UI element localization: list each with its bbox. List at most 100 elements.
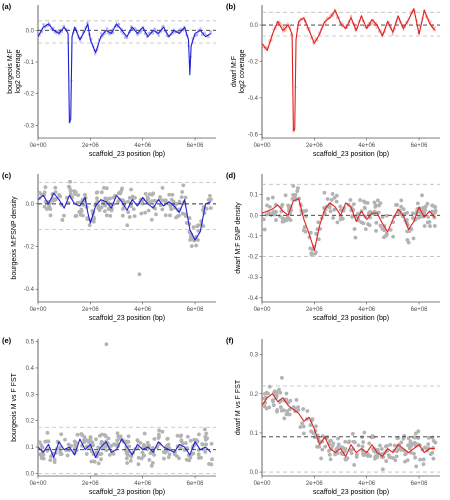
scatter-point bbox=[303, 229, 308, 234]
scatter-point bbox=[126, 439, 131, 444]
scatter-point bbox=[52, 460, 57, 465]
scatter-point bbox=[75, 432, 80, 437]
scatter-point bbox=[175, 214, 180, 219]
scatter-point bbox=[126, 199, 131, 204]
scatter-point bbox=[301, 431, 306, 436]
scatter-point bbox=[68, 191, 73, 196]
scatter-point bbox=[200, 442, 205, 446]
scatter-point bbox=[196, 228, 201, 233]
scatter-point bbox=[204, 442, 209, 447]
scatter-point bbox=[294, 398, 299, 402]
scatter-point bbox=[369, 435, 374, 440]
scatter-point bbox=[136, 462, 141, 467]
scatter-point bbox=[262, 227, 267, 232]
scatter-point bbox=[405, 237, 410, 242]
x-tick-label: 2e+06 bbox=[306, 143, 324, 149]
scatter-point bbox=[104, 186, 109, 191]
scatter-point bbox=[185, 434, 190, 439]
x-tick-label: 4e+06 bbox=[358, 307, 376, 313]
scatter-point bbox=[139, 211, 144, 216]
x-tick-label: 0e+00 bbox=[30, 143, 48, 149]
scatter-point bbox=[202, 427, 207, 432]
scatter-point bbox=[376, 448, 380, 452]
y-axis-label: bourgeois M:FSNP density bbox=[11, 196, 18, 280]
coverage-point bbox=[179, 27, 182, 31]
scatter-point bbox=[374, 229, 378, 233]
plot-area bbox=[262, 375, 440, 473]
scatter-point bbox=[280, 219, 285, 224]
scatter-point bbox=[96, 445, 101, 450]
scatter-point bbox=[42, 190, 47, 195]
panel-e: (e) 0.0 0.1 0.2 0.3 0.4 0.5 0e+00 2e+06 4e+06 6e+0… bbox=[2, 336, 216, 496]
y-tick-label: -0.3 bbox=[24, 123, 35, 129]
y-tick-label: -0.4 bbox=[248, 96, 259, 102]
x-tick-label: 6e+06 bbox=[187, 143, 205, 149]
scatter-point bbox=[106, 436, 111, 441]
scatter-point bbox=[38, 440, 42, 445]
scatter-point bbox=[399, 440, 404, 445]
scatter-point bbox=[108, 214, 113, 218]
coverage-point bbox=[203, 31, 206, 34]
scatter-point bbox=[270, 398, 275, 403]
scatter-point bbox=[41, 456, 46, 461]
scatter-point bbox=[45, 207, 49, 211]
scatter-point bbox=[421, 462, 426, 467]
scatter-point bbox=[167, 452, 172, 457]
scatter-point bbox=[83, 193, 87, 197]
coverage-point bbox=[129, 25, 133, 28]
scatter-point bbox=[153, 198, 157, 203]
scatter-point bbox=[327, 452, 332, 457]
scatter-point bbox=[96, 461, 101, 466]
scatter-point bbox=[388, 442, 393, 447]
scatter-point bbox=[332, 207, 337, 212]
scatter-point bbox=[135, 439, 140, 443]
scatter-point bbox=[368, 454, 373, 459]
coverage-raw-line bbox=[39, 21, 213, 123]
scatter-point bbox=[68, 179, 73, 184]
scatter-point bbox=[104, 448, 109, 453]
scatter-point bbox=[428, 452, 433, 456]
scatter-point bbox=[172, 452, 177, 457]
scatter-point bbox=[183, 195, 188, 200]
scatter-point bbox=[290, 197, 295, 201]
scatter-point bbox=[341, 446, 345, 450]
scatter-point bbox=[275, 408, 280, 412]
scatter-point bbox=[98, 452, 103, 457]
scatter-point bbox=[265, 212, 270, 217]
scatter-point bbox=[115, 431, 120, 436]
scatter-point bbox=[381, 235, 386, 240]
scatter-point bbox=[393, 203, 398, 207]
y-axis-label: dwarf M:F SNP density bbox=[235, 202, 242, 274]
y-axis-label: dwarf M vs F FST bbox=[235, 379, 242, 435]
coverage-point bbox=[151, 32, 155, 35]
scatter-point bbox=[109, 443, 114, 448]
plot-area bbox=[38, 20, 216, 124]
scatter-point bbox=[422, 224, 427, 228]
scatter-point bbox=[430, 435, 435, 440]
y-tick-label: -0.6 bbox=[248, 132, 259, 138]
scatter-point bbox=[166, 442, 171, 447]
scatter-point bbox=[127, 215, 132, 219]
scatter-point bbox=[132, 214, 137, 219]
scatter-point bbox=[330, 191, 335, 196]
scatter-point bbox=[104, 213, 109, 218]
y-tick-label: -0.1 bbox=[24, 60, 35, 66]
scatter-point bbox=[121, 198, 126, 203]
scatter-point bbox=[108, 196, 113, 201]
coverage-point bbox=[99, 31, 103, 35]
series-line bbox=[38, 438, 212, 459]
scatter-point bbox=[393, 458, 398, 463]
scatter-point bbox=[204, 206, 209, 211]
scatter-point bbox=[399, 198, 404, 203]
scatter-point bbox=[285, 215, 290, 220]
coverage-point bbox=[195, 34, 198, 37]
scatter-point bbox=[375, 454, 380, 458]
scatter-point bbox=[121, 207, 125, 211]
coverage-point bbox=[349, 14, 353, 18]
scatter-point bbox=[288, 218, 293, 223]
scatter-point bbox=[107, 453, 112, 457]
scatter-point bbox=[196, 456, 201, 460]
scatter-point bbox=[209, 462, 214, 467]
scatter-point bbox=[418, 457, 423, 462]
scatter-point bbox=[74, 213, 79, 218]
